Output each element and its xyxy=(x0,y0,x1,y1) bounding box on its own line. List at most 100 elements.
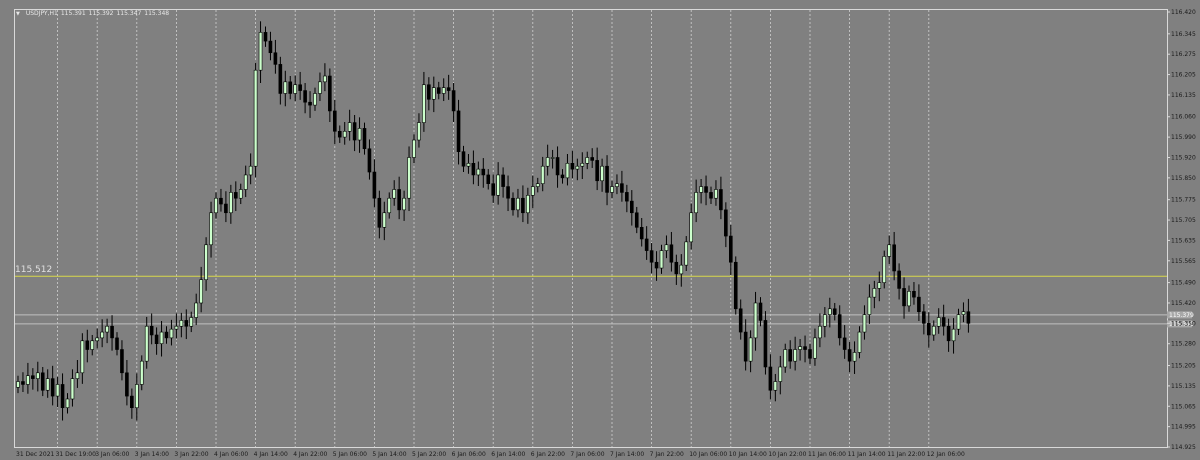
x-tick-label: 3 Jan 14:00 xyxy=(135,451,169,458)
candle-bull xyxy=(342,130,347,138)
candle-bear xyxy=(224,203,228,214)
candle-bull xyxy=(813,337,817,359)
candle-bear xyxy=(649,250,654,263)
candle-bear xyxy=(184,320,189,327)
candle-bull xyxy=(179,320,184,327)
candle-bull xyxy=(610,186,614,193)
x-tick-label: 7 Jan 22:00 xyxy=(650,451,684,458)
candle-bear xyxy=(897,270,901,289)
candle-bull xyxy=(229,192,233,214)
candle-bear xyxy=(446,87,451,91)
candle-bull xyxy=(243,174,248,190)
candle-bear xyxy=(743,331,748,362)
candle-bull xyxy=(778,366,783,382)
x-tick-label: 3 Jan 06:00 xyxy=(95,451,129,458)
candle-bear xyxy=(832,308,837,315)
candle-bull xyxy=(956,314,961,330)
candle-bear xyxy=(644,238,649,251)
candle-bear xyxy=(31,375,35,379)
candle-bear xyxy=(110,325,114,339)
candle-bear xyxy=(337,130,342,138)
candle-bear xyxy=(461,151,466,167)
candle-bull xyxy=(402,197,406,211)
candle-bear xyxy=(21,381,25,385)
candle-bull xyxy=(392,189,397,199)
y-tick-label: 115.350 xyxy=(1171,320,1196,327)
x-tick-label: 7 Jan 06:00 xyxy=(570,451,604,458)
candle-bull xyxy=(907,291,911,307)
time-axis: 31 Dec 2021 31 Dec 19:00 3 Jan 06:00 3 Jan … xyxy=(16,451,965,458)
candle-bear xyxy=(570,163,575,170)
candle-bull xyxy=(318,81,322,94)
candle-bear xyxy=(912,291,916,298)
candle-bull xyxy=(431,87,436,100)
candle-bull xyxy=(75,372,80,379)
x-tick-label: 4 Jan 14:00 xyxy=(254,451,288,458)
y-tick-label: 116.345 xyxy=(1171,31,1196,38)
x-tick-label: 5 Jan 14:00 xyxy=(372,451,406,458)
candle-bear xyxy=(352,122,357,141)
candle-bull xyxy=(961,311,966,315)
candle-bear xyxy=(620,183,624,193)
candle-bull xyxy=(16,381,20,388)
candle-bear xyxy=(704,186,708,193)
y-tick-label: 115.490 xyxy=(1171,280,1196,287)
candle-bull xyxy=(70,378,75,400)
candle-bear xyxy=(639,227,644,240)
low-price: 115.347 xyxy=(116,10,142,17)
candle-bear xyxy=(130,395,134,409)
candle-bull xyxy=(699,186,703,193)
candle-bull xyxy=(931,325,936,336)
candle-bear xyxy=(372,171,377,199)
candle-bear xyxy=(847,349,852,362)
candle-bull xyxy=(412,139,416,158)
symbol-info: ▼ USDJPY,H1 115.391 115.392 115.347 115.348 xyxy=(16,10,169,17)
candles xyxy=(16,21,971,421)
y-tick-label: 115.635 xyxy=(1171,237,1196,244)
candle-bull xyxy=(535,183,540,187)
candle-bull xyxy=(248,165,253,176)
candle-bear xyxy=(268,40,273,54)
candle-bear xyxy=(278,64,283,94)
candle-bull xyxy=(936,317,941,327)
candle-bull xyxy=(95,337,99,342)
candle-bear xyxy=(427,84,431,100)
x-tick-label: 4 Jan 22:00 xyxy=(293,451,327,458)
candle-bull xyxy=(407,157,411,199)
y-tick-label: 115.565 xyxy=(1171,258,1196,265)
candle-bull xyxy=(382,212,387,228)
x-tick-label: 11 Jan 06:00 xyxy=(808,451,846,458)
y-tick-label: 115.135 xyxy=(1171,383,1196,390)
candle-bull xyxy=(882,256,887,283)
candle-bull xyxy=(783,349,788,368)
candle-bear xyxy=(724,209,728,237)
x-tick-label: 7 Jan 14:00 xyxy=(610,451,644,458)
candle-bear xyxy=(149,325,154,336)
candle-bear xyxy=(738,308,743,333)
candle-bear xyxy=(125,372,129,397)
candle-bull xyxy=(199,279,203,304)
candle-bull xyxy=(773,381,778,391)
collapse-triangle-icon[interactable]: ▼ xyxy=(16,11,20,17)
candle-bull xyxy=(139,360,144,385)
candle-bull xyxy=(857,331,862,353)
candle-bull xyxy=(516,197,520,211)
candle-bull xyxy=(659,250,664,269)
candle-bear xyxy=(521,197,525,214)
candle-bull xyxy=(852,352,857,362)
candle-bull xyxy=(694,192,698,214)
y-tick-label: 115.920 xyxy=(1171,154,1196,161)
candle-bear xyxy=(481,168,486,176)
price-label-box xyxy=(1167,320,1192,328)
price-axis: 116.420 116.345 116.275 116.205 116.135 116.0… xyxy=(1167,9,1196,451)
candle-bull xyxy=(565,163,570,179)
candle-bear xyxy=(451,90,456,112)
candle-bull xyxy=(951,328,956,342)
candle-bear xyxy=(674,261,679,275)
x-tick-label: 31 Dec 19:00 xyxy=(56,451,97,458)
candle-bear xyxy=(303,90,307,103)
candle-bull xyxy=(545,157,550,167)
x-tick-label: 6 Jan 22:00 xyxy=(531,451,565,458)
candle-bull xyxy=(204,244,208,280)
